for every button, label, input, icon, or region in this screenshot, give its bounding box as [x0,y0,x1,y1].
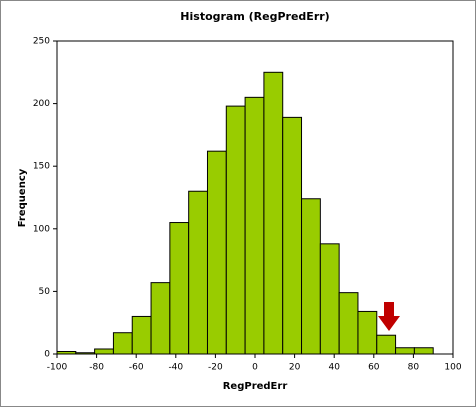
x-axis-title: RegPredErr [223,381,288,392]
bar [338,292,359,355]
x-tick-label: 60 [368,363,380,373]
x-tick-label: 0 [252,363,258,373]
y-tick-label: 200 [33,99,50,109]
bar [131,315,152,355]
y-tick-label: 100 [33,224,50,234]
bar [395,347,415,355]
x-tick-label: -20 [208,363,223,373]
bar [413,347,434,355]
marks: 0 50 100 150 200 250 -100 -80 -60 -40 -20 0 20 40 60 80… [33,37,462,373]
chart-title: Histogram (RegPredErr) [180,10,329,23]
bar [188,190,208,355]
y-axis-title: Frequency [17,168,28,227]
x-tick-label: -80 [89,363,104,373]
x-tick-label: 20 [289,363,301,373]
bar [56,350,77,355]
bar [301,198,321,355]
bar [150,282,171,355]
bar [263,71,284,355]
bar [319,243,340,355]
bar [282,116,303,355]
x-tick-label: 80 [408,363,420,373]
bar [206,150,227,355]
y-tick-label: 50 [39,287,51,297]
bar [94,348,114,355]
x-tick-label: -100 [47,363,68,373]
bar [169,222,190,355]
arrow-annotation [378,302,400,331]
bar [357,310,378,355]
bar [244,96,265,355]
bar [225,105,246,355]
x-tick-label: -60 [129,363,144,373]
y-tick-label: 250 [33,37,50,47]
bar [75,352,96,355]
bar [376,334,397,355]
x-tick-label: 100 [444,363,461,373]
bar [112,332,133,355]
x-tick-label: -40 [168,363,183,373]
y-tick-label: 0 [44,350,50,360]
x-tick-label: 40 [328,363,340,373]
y-tick-label: 150 [33,162,50,172]
